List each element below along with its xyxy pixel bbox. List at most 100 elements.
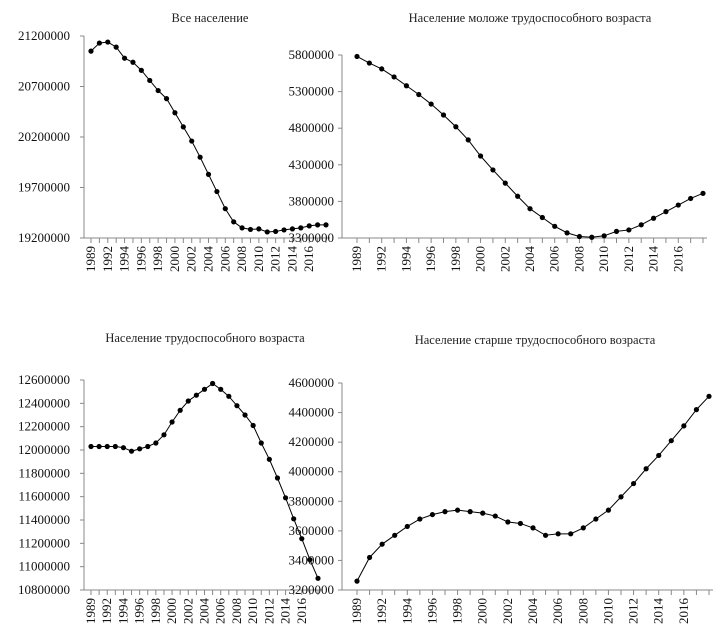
point [250, 422, 256, 429]
y-tick-label: 12000000 [18, 442, 70, 457]
y-tick-label: 11800000 [18, 465, 70, 480]
point [163, 96, 170, 102]
y-tick-label: 12600000 [18, 372, 70, 387]
y-tick-label: 3200000 [289, 582, 335, 597]
chart-title: Все население [171, 11, 249, 25]
point [354, 53, 360, 60]
point [247, 226, 254, 233]
point [214, 188, 220, 195]
x-tick-label: 2014 [284, 246, 299, 273]
y-tick-label: 11200000 [18, 535, 70, 550]
x-tick-label: 1989 [83, 246, 98, 272]
point [197, 154, 203, 160]
point [505, 519, 511, 525]
point [700, 190, 706, 196]
y-tick-label: 10800000 [18, 582, 70, 597]
y-tick-label: 20700000 [18, 79, 70, 94]
x-tick-label: 1994 [399, 598, 414, 625]
point [477, 153, 484, 159]
point [145, 443, 151, 450]
point [231, 219, 237, 225]
point [366, 554, 373, 561]
x-tick-label: 2004 [525, 598, 540, 625]
point [454, 507, 461, 513]
point [527, 206, 533, 212]
y-tick-label: 3300000 [289, 230, 335, 245]
point [201, 386, 208, 392]
point [643, 466, 649, 472]
point [492, 513, 498, 519]
x-tick-label: 1996 [423, 246, 438, 273]
x-tick-label: 2006 [550, 598, 565, 625]
y-tick-label: 12400000 [18, 395, 70, 410]
point [96, 40, 102, 46]
point [234, 403, 240, 409]
point [189, 138, 195, 144]
x-tick-label: 2010 [245, 598, 260, 624]
point [323, 222, 329, 228]
point [515, 193, 521, 199]
point [205, 171, 212, 177]
x-tick-label: 2014 [646, 246, 661, 273]
point [315, 575, 321, 581]
x-tick-label: 1994 [117, 246, 132, 273]
x-tick-label: 2006 [217, 246, 232, 273]
x-tick-label: 2004 [522, 246, 537, 273]
point [354, 578, 360, 584]
point [180, 124, 186, 130]
x-tick-label: 2004 [197, 598, 212, 625]
point [137, 446, 143, 452]
point [177, 407, 183, 413]
x-tick-label: 1998 [150, 246, 165, 272]
x-tick-label: 2010 [596, 246, 611, 272]
point [638, 222, 644, 228]
x-tick-label: 1989 [349, 598, 364, 624]
x-tick-label: 1992 [99, 598, 114, 624]
point [266, 456, 272, 462]
x-tick-label: 2008 [229, 598, 244, 624]
x-tick-label: 1996 [132, 598, 147, 625]
chart-title: Население трудоспособного возраста [105, 331, 305, 345]
point [239, 225, 245, 231]
y-tick-label: 11600000 [18, 489, 70, 504]
point [366, 60, 372, 66]
y-tick-label: 12200000 [18, 419, 70, 434]
point [185, 398, 191, 404]
x-tick-label: 2008 [234, 246, 249, 272]
point [88, 48, 94, 54]
point [663, 209, 669, 215]
y-tick-label: 4000000 [289, 464, 335, 479]
point [147, 77, 153, 84]
point [613, 228, 620, 235]
x-tick-label: 2002 [184, 246, 199, 272]
x-tick-label: 1998 [148, 598, 163, 624]
point [222, 206, 228, 212]
point [502, 180, 508, 186]
point [656, 452, 662, 459]
x-tick-label: 2012 [268, 246, 283, 272]
point [161, 432, 167, 438]
x-tick-label: 2004 [201, 246, 216, 273]
point [88, 443, 94, 450]
x-tick-label: 2000 [167, 246, 182, 272]
point [307, 557, 313, 563]
y-tick-label: 11000000 [18, 559, 70, 574]
x-tick-label: 2014 [651, 598, 666, 625]
x-tick-label: 2010 [600, 598, 615, 624]
point [417, 516, 423, 522]
point [226, 393, 232, 399]
point [576, 233, 583, 240]
point [193, 392, 199, 398]
x-tick-label: 2016 [294, 598, 309, 625]
point [403, 83, 410, 89]
y-tick-label: 20200000 [18, 129, 70, 144]
x-tick-label: 2012 [621, 246, 636, 272]
chart-title: Население моложе трудоспособного возраст… [408, 11, 652, 25]
point [258, 440, 264, 446]
x-tick-label: 1992 [100, 246, 115, 272]
point [379, 541, 385, 547]
y-tick-label: 5300000 [289, 84, 335, 99]
point [530, 525, 536, 531]
x-tick-label: 2016 [676, 598, 691, 625]
point [391, 74, 397, 80]
